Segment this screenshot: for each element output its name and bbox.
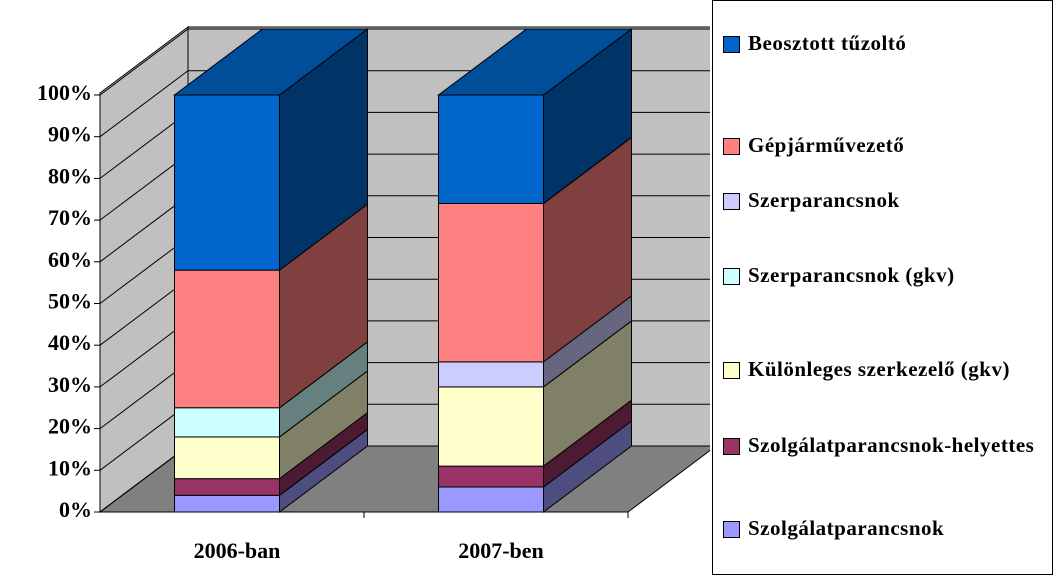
bar — [174, 269, 280, 409]
bar — [174, 94, 280, 271]
chart: 0% 10% 20% 30% 40% 50% 60% 70% 80% 90% 100% 2006-ba… — [37, 26, 710, 563]
bar-top — [437, 28, 633, 96]
y-tick-label: 20% — [48, 414, 92, 439]
x-tick-label: 2007-ben — [458, 538, 544, 563]
bar — [438, 465, 544, 488]
legend-label: Különleges szerkezelő (gkv) — [748, 357, 1010, 381]
legend-swatch — [723, 521, 740, 538]
bar — [174, 407, 280, 438]
y-tick-label: 80% — [48, 163, 92, 188]
legend-swatch — [723, 438, 740, 455]
legend-label: Szerparancsnok — [748, 188, 900, 212]
y-tick-label: 90% — [48, 122, 92, 147]
legend-item: Beosztott tűzoltó — [723, 31, 1049, 56]
legend-swatch — [723, 138, 740, 155]
legend-swatch — [723, 268, 740, 285]
legend-label: Szolgálatparancsnok — [748, 516, 945, 540]
bar-top — [173, 28, 369, 96]
legend-item: Szolgálatparancsnok — [723, 516, 1049, 541]
legend-label: Szolgálatparancsnok-helyettes — [748, 433, 1035, 457]
legend-item: Szerparancsnok (gkv) — [723, 263, 1049, 288]
y-tick-label: 0% — [59, 497, 92, 522]
legend-swatch — [723, 193, 740, 210]
y-tick-label: 60% — [48, 247, 92, 272]
y-tick-label: 30% — [48, 372, 92, 397]
legend-item: Szerparancsnok — [723, 188, 1049, 213]
bar — [438, 94, 544, 204]
legend-item: Gépjárművezető — [723, 133, 1049, 158]
legend-label: Beosztott tűzoltó — [748, 31, 907, 55]
legend: Beosztott tűzoltó Gépjárművezető Szerparan… — [712, 0, 1053, 575]
bar — [438, 386, 544, 467]
legend-swatch — [723, 36, 740, 53]
y-tick-label: 50% — [48, 289, 92, 314]
legend-swatch — [723, 362, 740, 379]
bar — [174, 478, 280, 496]
bar — [438, 202, 544, 363]
y-tick-label: 70% — [48, 205, 92, 230]
bar — [438, 486, 544, 513]
legend-label: Gépjárművezető — [748, 133, 905, 157]
legend-label: Szerparancsnok (gkv) — [748, 263, 955, 287]
y-tick-label: 100% — [37, 80, 92, 105]
y-tick-label: 10% — [48, 455, 92, 480]
legend-item: Szolgálatparancsnok-helyettes — [723, 433, 1049, 458]
bar — [438, 361, 544, 388]
y-tick-label: 40% — [48, 330, 92, 355]
bar — [174, 436, 280, 480]
legend-item: Különleges szerkezelő (gkv) — [723, 357, 1049, 382]
bar — [174, 494, 280, 513]
x-tick-label: 2006-ban — [194, 538, 281, 563]
